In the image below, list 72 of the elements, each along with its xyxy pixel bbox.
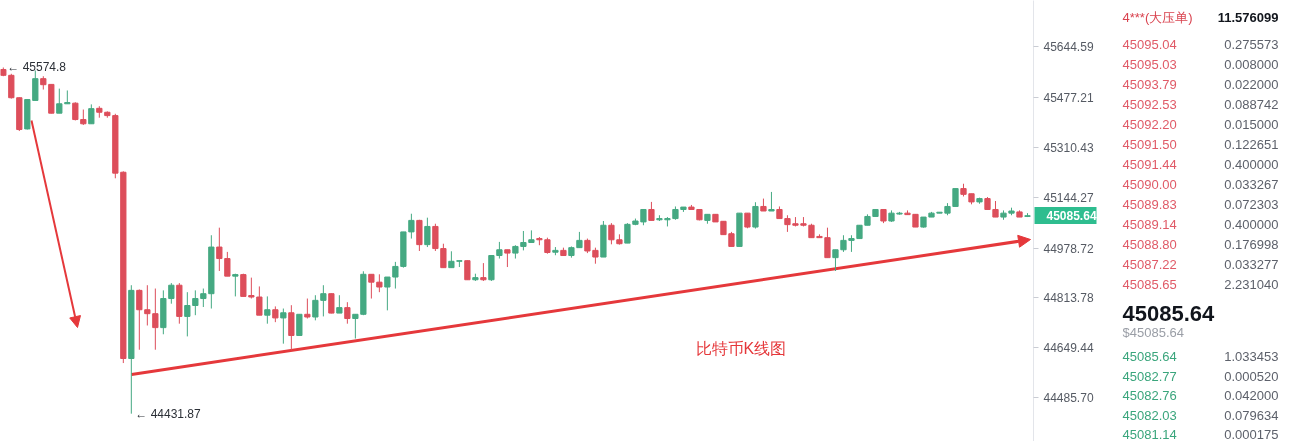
candlestick <box>288 304 295 351</box>
candlestick <box>648 201 655 221</box>
text: 0.072303 <box>1224 197 1279 212</box>
candlestick <box>64 89 71 105</box>
text: 2.231040 <box>1224 277 1279 292</box>
candlestick <box>256 285 263 316</box>
text: 0.400000 <box>1224 157 1279 172</box>
y-tick-label: 45644.59 <box>1043 39 1094 54</box>
text: 45088.80 <box>1122 237 1177 252</box>
y-tick-label: 44978.72 <box>1043 241 1094 256</box>
candlestick <box>56 88 63 114</box>
text: 0.122651 <box>1224 137 1279 152</box>
text: 45090.00 <box>1122 177 1177 192</box>
text: 0.000175 <box>1224 427 1279 441</box>
y-tick-label: 44649.44 <box>1043 341 1094 356</box>
text: 0.033267 <box>1224 177 1279 192</box>
text: 0.000520 <box>1224 368 1279 384</box>
candlestick <box>264 295 271 325</box>
candlestick <box>464 259 471 281</box>
text: 0.176998 <box>1224 237 1279 252</box>
text: 45092.53 <box>1122 97 1177 112</box>
candlestick <box>296 313 303 336</box>
text: 45095.04 <box>1122 37 1177 52</box>
candlestick <box>408 213 415 240</box>
text: 45085.64 <box>1122 349 1177 364</box>
text: 45092.20 <box>1122 117 1177 132</box>
text: $45085.64 <box>1122 325 1184 340</box>
annotation: ← 45574.8 <box>7 60 67 75</box>
candlestick <box>752 201 759 230</box>
y-tick-label: 44485.70 <box>1043 390 1094 405</box>
annotation: ← 44431.87 <box>135 406 202 421</box>
y-tick-label: 44813.78 <box>1043 291 1094 306</box>
candlestick <box>304 298 311 320</box>
text: 45091.44 <box>1122 157 1177 172</box>
text: 0.275573 <box>1224 37 1279 52</box>
candlestick <box>424 217 431 248</box>
candlestick <box>832 249 839 272</box>
text: 45082.03 <box>1122 407 1177 423</box>
text: 45085.64 <box>1122 301 1216 326</box>
text: 45095.03 <box>1122 57 1177 72</box>
text: 11.576099 <box>1217 10 1279 25</box>
text: 4***(大压单) <box>1122 10 1193 25</box>
candlestick <box>384 276 391 311</box>
text: 0.079634 <box>1224 407 1279 423</box>
candlestick <box>368 273 375 300</box>
text: 45085.64 <box>1046 209 1097 224</box>
text: 45082.77 <box>1122 368 1177 384</box>
candlestick <box>344 301 351 325</box>
candlestick <box>280 308 287 345</box>
text: 45085.65 <box>1122 277 1177 292</box>
text: 0.033277 <box>1224 257 1279 272</box>
text: 0.022000 <box>1224 77 1279 92</box>
text: 45082.76 <box>1122 388 1177 403</box>
text: 0.008000 <box>1224 57 1279 72</box>
text: 45091.50 <box>1122 137 1177 152</box>
text: 0.015000 <box>1224 117 1279 132</box>
y-tick-label: 45144.27 <box>1043 191 1094 206</box>
y-tick-label: 45477.21 <box>1043 90 1094 105</box>
text: 45089.14 <box>1122 217 1177 232</box>
text: 0.088742 <box>1224 97 1279 112</box>
text: 45087.22 <box>1122 257 1177 272</box>
text: 0.042000 <box>1224 388 1279 403</box>
y-tick-label: 45310.43 <box>1043 141 1094 156</box>
candlestick <box>88 103 95 125</box>
candlestick <box>328 292 335 314</box>
text: 45093.79 <box>1122 77 1177 92</box>
text: 0.400000 <box>1224 217 1279 232</box>
text: 1.033453 <box>1224 349 1279 364</box>
candlestick <box>768 191 775 212</box>
text: 45081.14 <box>1122 427 1177 441</box>
annotation: 比特币K线图 <box>695 340 787 357</box>
text: 45089.83 <box>1122 197 1177 212</box>
